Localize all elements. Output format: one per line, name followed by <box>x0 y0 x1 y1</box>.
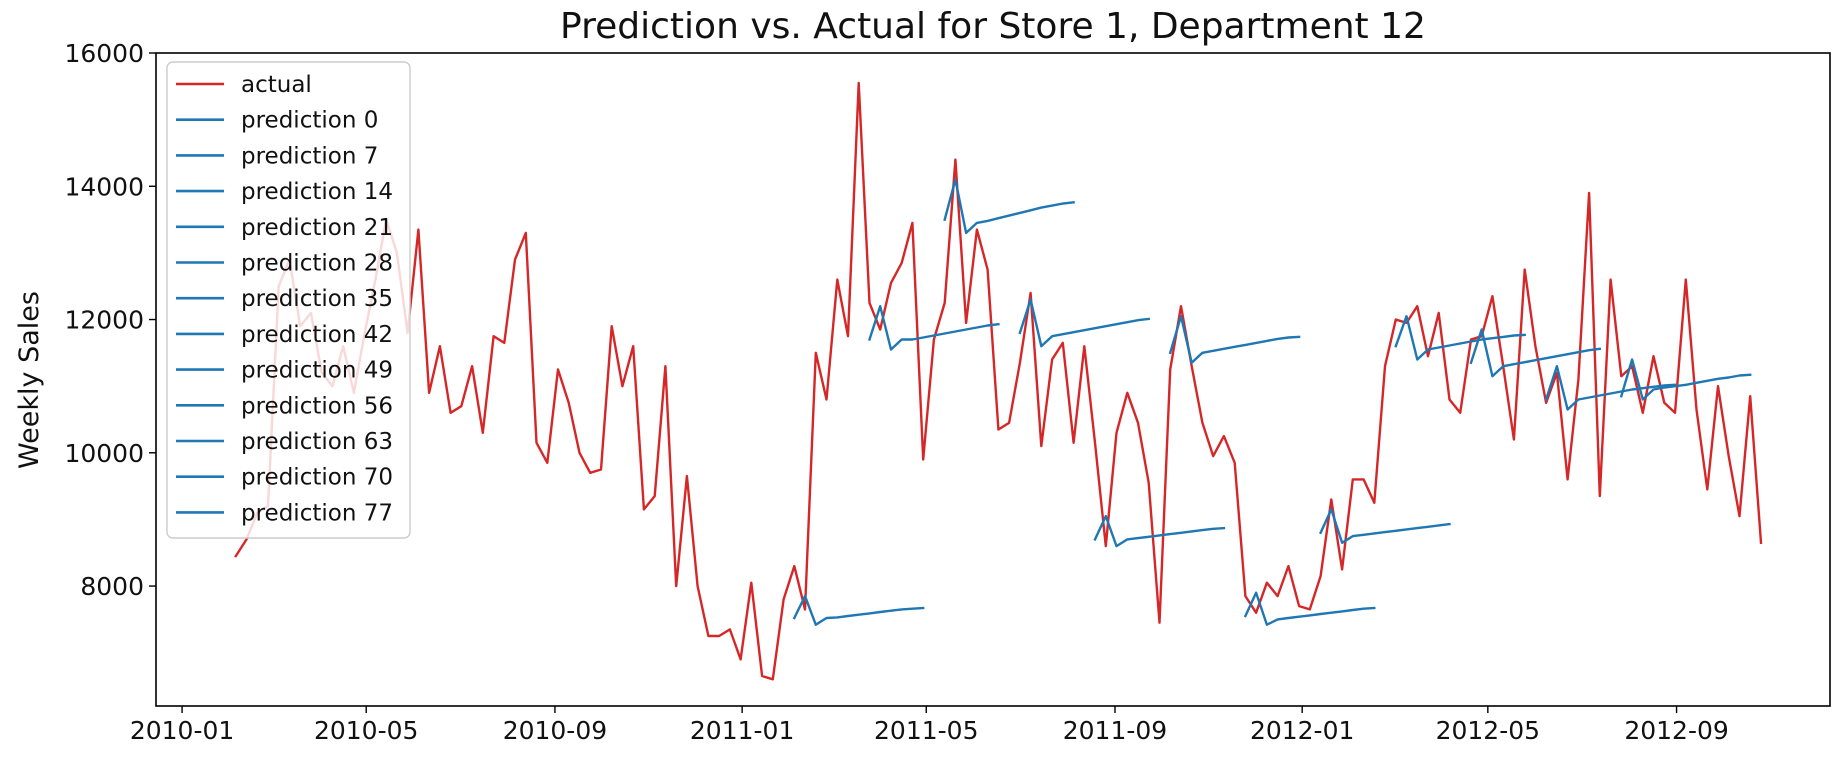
legend-label: prediction 56 <box>241 393 393 419</box>
y-tick-label: 8000 <box>80 572 144 601</box>
x-tick-label: 2012-09 <box>1624 716 1728 745</box>
series-line-prediction-63 <box>1469 328 1602 378</box>
x-tick-label: 2012-01 <box>1250 716 1354 745</box>
y-tick-label: 10000 <box>64 439 144 468</box>
legend-label: prediction 70 <box>241 465 393 491</box>
series-line-prediction-77 <box>1619 358 1752 401</box>
x-tick-label: 2012-05 <box>1436 716 1540 745</box>
series-line-prediction-28 <box>1093 514 1226 548</box>
y-tick-label: 12000 <box>64 306 144 335</box>
series-line-prediction-7 <box>867 305 1000 351</box>
series-line-prediction-42 <box>1243 591 1376 626</box>
series-line-prediction-21 <box>1018 298 1151 348</box>
series-line-prediction-14 <box>943 178 1075 235</box>
series-line-actual <box>234 81 1763 681</box>
legend-label: prediction 21 <box>241 215 393 241</box>
x-tick-label: 2011-05 <box>874 716 978 745</box>
legend-label: actual <box>241 72 312 98</box>
series-layer <box>234 81 1763 681</box>
legend-label: prediction 35 <box>241 286 393 312</box>
x-tick-label: 2011-01 <box>690 716 794 745</box>
legend-label: prediction 28 <box>241 251 393 277</box>
plot-background <box>156 53 1830 706</box>
legend-label: prediction 63 <box>241 429 393 455</box>
legend-label: prediction 49 <box>241 358 393 384</box>
chart-title: Prediction vs. Actual for Store 1, Depar… <box>560 6 1426 47</box>
series-line-prediction-35 <box>1168 315 1301 364</box>
legend-label: prediction 77 <box>241 500 393 526</box>
series-line-prediction-0 <box>792 594 925 626</box>
plot-frame <box>155 52 1831 707</box>
x-tick-label: 2010-05 <box>314 716 418 745</box>
legend-box <box>166 61 411 539</box>
series-line-prediction-56 <box>1394 315 1526 361</box>
x-tick-label: 2010-09 <box>503 716 607 745</box>
series-line-prediction-49 <box>1319 508 1451 544</box>
legend-label: prediction 42 <box>241 322 393 348</box>
y-axis: 8000 10000 12000 14000 16000 <box>64 39 156 601</box>
y-axis-label: Weekly Sales <box>14 291 45 469</box>
x-tick-label: 2011-09 <box>1063 716 1167 745</box>
x-axis: 2010-01 2010-05 2010-09 2011-01 2011-05 2011-… <box>130 706 1729 745</box>
x-tick-label: 2010-01 <box>130 716 234 745</box>
y-tick-label: 14000 <box>64 172 144 201</box>
legend-label: prediction 0 <box>241 108 378 134</box>
legend: actual prediction 0 prediction 7 prediction… <box>166 61 411 539</box>
legend-label: prediction 14 <box>241 179 393 205</box>
legend-label: prediction 7 <box>241 143 378 169</box>
series-line-prediction-70 <box>1544 365 1677 411</box>
y-tick-label: 16000 <box>64 39 144 68</box>
